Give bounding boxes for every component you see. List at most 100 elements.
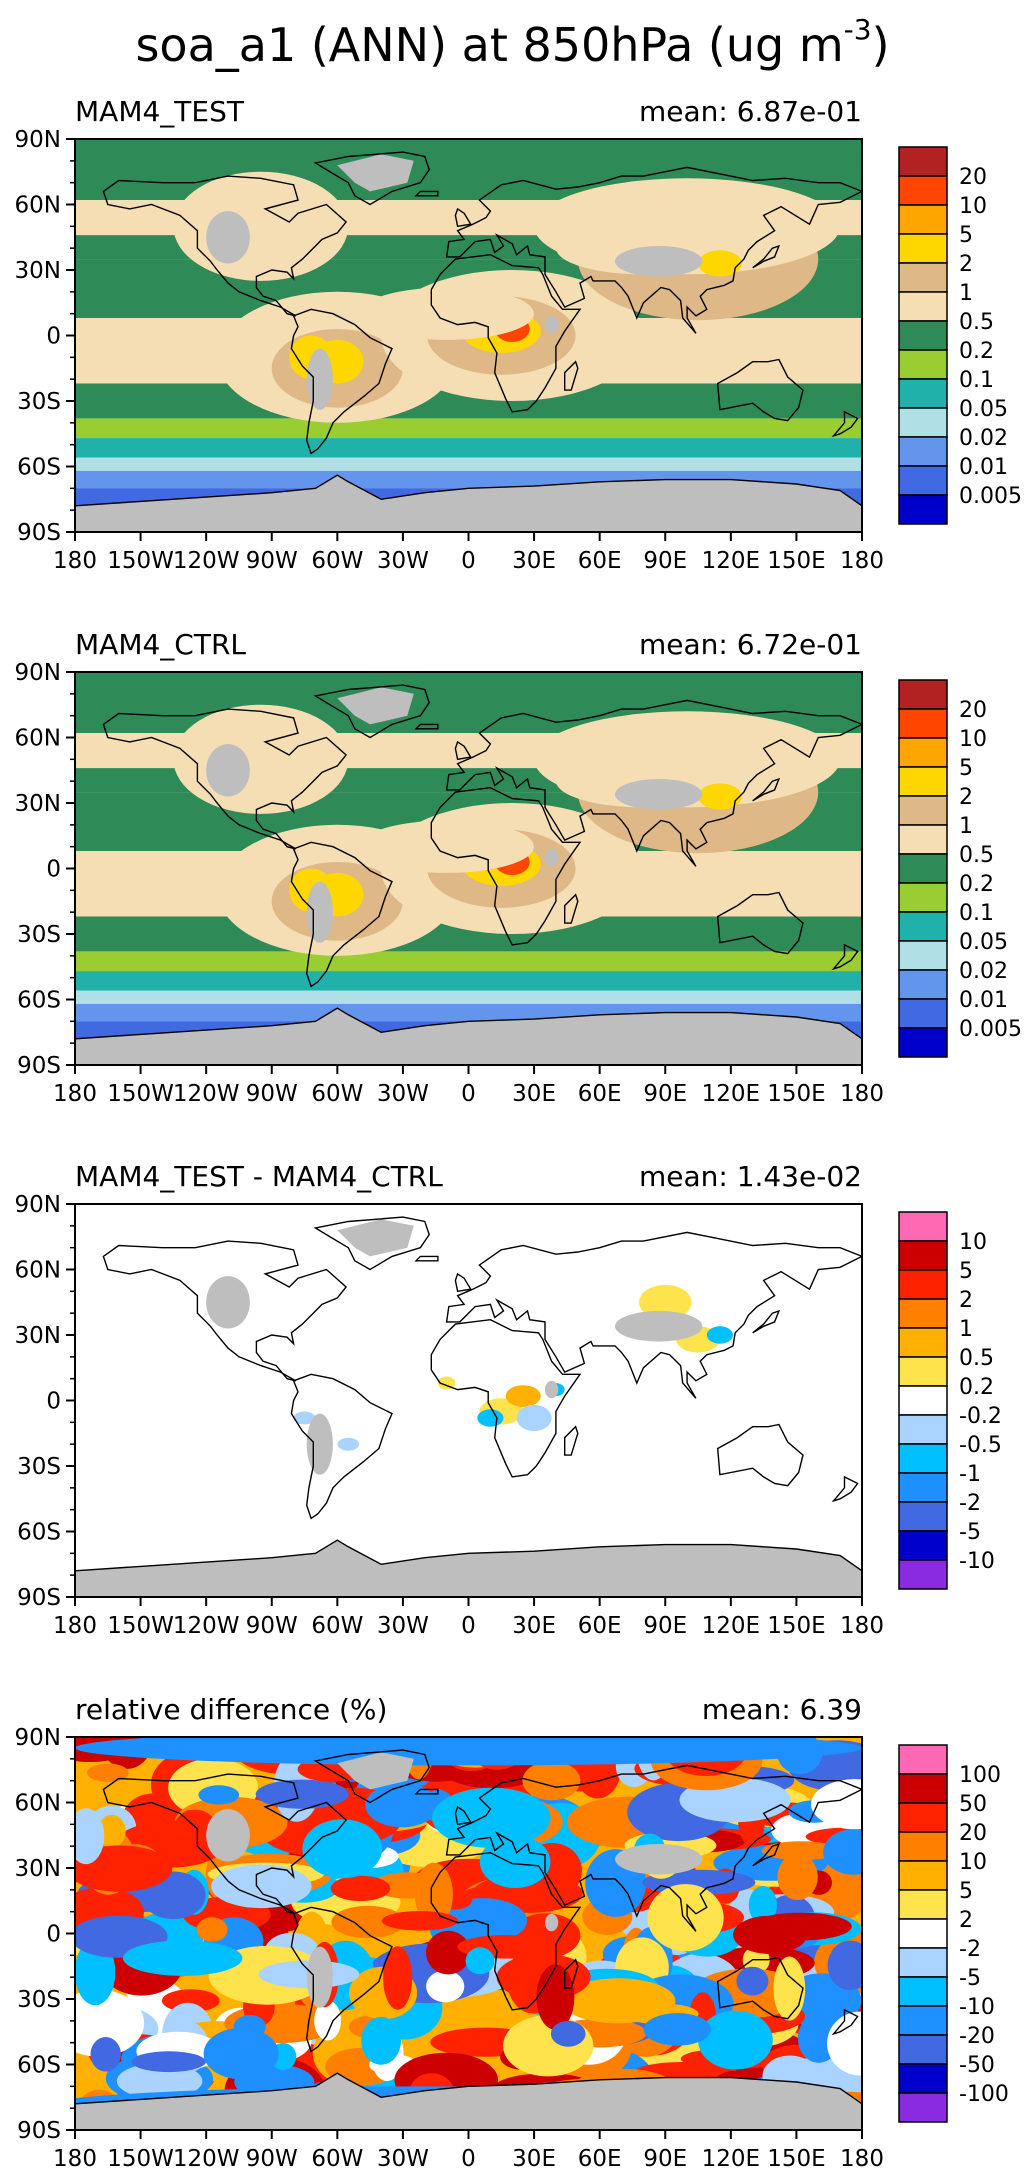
colorbar-label: 0.1 [959, 901, 994, 926]
colorbar-swatch [898, 2034, 948, 2065]
field-peak [698, 783, 742, 810]
field-band [75, 418, 862, 439]
colorbar-label: 1 [959, 1317, 973, 1342]
lon-label: 30E [512, 1613, 556, 1639]
colorbar-label: 0.2 [959, 872, 994, 897]
coastline-africa [430, 253, 582, 413]
coastline-madagascar [564, 1958, 579, 1989]
rel-patch [773, 1956, 806, 2021]
rel-patch [123, 1940, 243, 1976]
coastline-greenland [313, 151, 430, 206]
colorbar-label: 50 [959, 1792, 987, 1817]
lon-label: 30E [512, 548, 556, 574]
colorbar-swatch [898, 1298, 948, 1329]
colorbar-label: 5 [959, 1879, 973, 1904]
diff-patch [337, 1437, 360, 1451]
rel-patch [426, 1970, 465, 2003]
coastline-antarctica [75, 1539, 862, 1597]
coastline-madagascar [564, 893, 579, 924]
missing-antarctica [75, 1008, 862, 1065]
rel-patch [314, 2000, 341, 2041]
diff-patch [477, 1409, 504, 1427]
rel-patch [698, 2010, 773, 2070]
colorbar-swatch [898, 204, 948, 235]
figure-title-close: ) [871, 18, 890, 72]
colorbar-swatch [898, 1269, 948, 1300]
colorbar-label: 0.02 [959, 426, 1008, 451]
rel-patch [330, 1875, 391, 1902]
rel-patch [75, 1845, 173, 1892]
lon-label: 120W [173, 1081, 240, 1107]
colorbar-swatch [898, 1889, 948, 1920]
coastline-eurasia [445, 1764, 862, 1932]
field-band [75, 971, 862, 991]
colorbar-swatch [898, 1947, 948, 1978]
coastline-greenland [313, 1749, 430, 1804]
rel-patch [827, 2011, 862, 2076]
colorbar-label: 0.005 [959, 484, 1022, 509]
coastline-africa [430, 1851, 582, 2011]
colorbar: 100 50 20 10 5 2 -2 -5 -10 -20 -50 -100 [898, 1744, 1009, 2123]
colorbar-swatch [898, 795, 948, 826]
map-field [75, 672, 862, 1065]
rel-patch [331, 1905, 405, 1939]
rel-patch [381, 1911, 459, 1931]
colorbar-label: 0.1 [959, 368, 994, 393]
lat-label: 90S [17, 2118, 61, 2144]
coastline-south-america [290, 841, 393, 988]
colorbar-swatch [898, 1356, 948, 1387]
colorbar-swatch [898, 2092, 948, 2123]
coastline-north-america [102, 708, 348, 850]
colorbar-swatch [898, 853, 948, 884]
colorbar-label: -2 [959, 1491, 981, 1516]
colorbar-label: -100 [959, 2082, 1009, 2107]
colorbar-swatch [898, 998, 948, 1029]
colorbar-swatch [898, 911, 948, 942]
coastline-africa [430, 786, 582, 946]
lon-label: 150E [767, 2146, 825, 2172]
panel-title: MAM4_CTRL [75, 628, 246, 661]
colorbar-label: -0.2 [959, 1404, 1002, 1429]
colorbar-label: 20 [959, 165, 987, 190]
map-field [75, 139, 862, 532]
lat-label: 0 [46, 324, 61, 350]
colorbar-swatch [898, 146, 948, 177]
colorbar-swatch [898, 1530, 948, 1561]
figure-title: soa_a1 (ANN) at 850hPa (ug m-3) [0, 0, 1025, 72]
lon-label: 0 [461, 548, 476, 574]
diff-patch [706, 1326, 734, 1344]
coastline-iceland [414, 723, 439, 730]
lon-label: 90W [246, 2146, 298, 2172]
rel-patch [383, 1946, 413, 2010]
rel-patch [116, 2063, 203, 2099]
colorbar-label: 5 [959, 756, 973, 781]
lat-label: 60N [15, 726, 61, 752]
lon-label: 30W [377, 1081, 429, 1107]
rel-patch [536, 1964, 575, 2030]
lon-label: 90W [246, 1613, 298, 1639]
rel-patch [479, 1835, 551, 1889]
colorbar-label: 100 [959, 1763, 1001, 1788]
colorbar-swatch [898, 320, 948, 351]
figure-title-text: soa_a1 (ANN) at 850hPa (ug m [135, 18, 844, 72]
coastline-north-america [102, 1773, 348, 1915]
field-plume [173, 171, 349, 281]
colorbar-swatch [898, 1559, 948, 1590]
colorbar-swatch [898, 378, 948, 409]
colorbar-label: 10 [959, 727, 987, 752]
field-peak [698, 250, 742, 277]
lat-label: 90S [17, 1585, 61, 1611]
coastline-south-america [290, 308, 393, 455]
lon-label: 60W [311, 1081, 363, 1107]
lat-label: 30S [17, 1454, 61, 1480]
lat-label: 30N [15, 1323, 61, 1349]
lon-label: 90E [643, 548, 687, 574]
lat-label: 0 [46, 857, 61, 883]
lat-label: 60N [15, 193, 61, 219]
lat-label: 30N [15, 791, 61, 817]
colorbar-label: 0.2 [959, 1375, 994, 1400]
panel-mean: mean: 6.87e-01 [639, 95, 862, 128]
